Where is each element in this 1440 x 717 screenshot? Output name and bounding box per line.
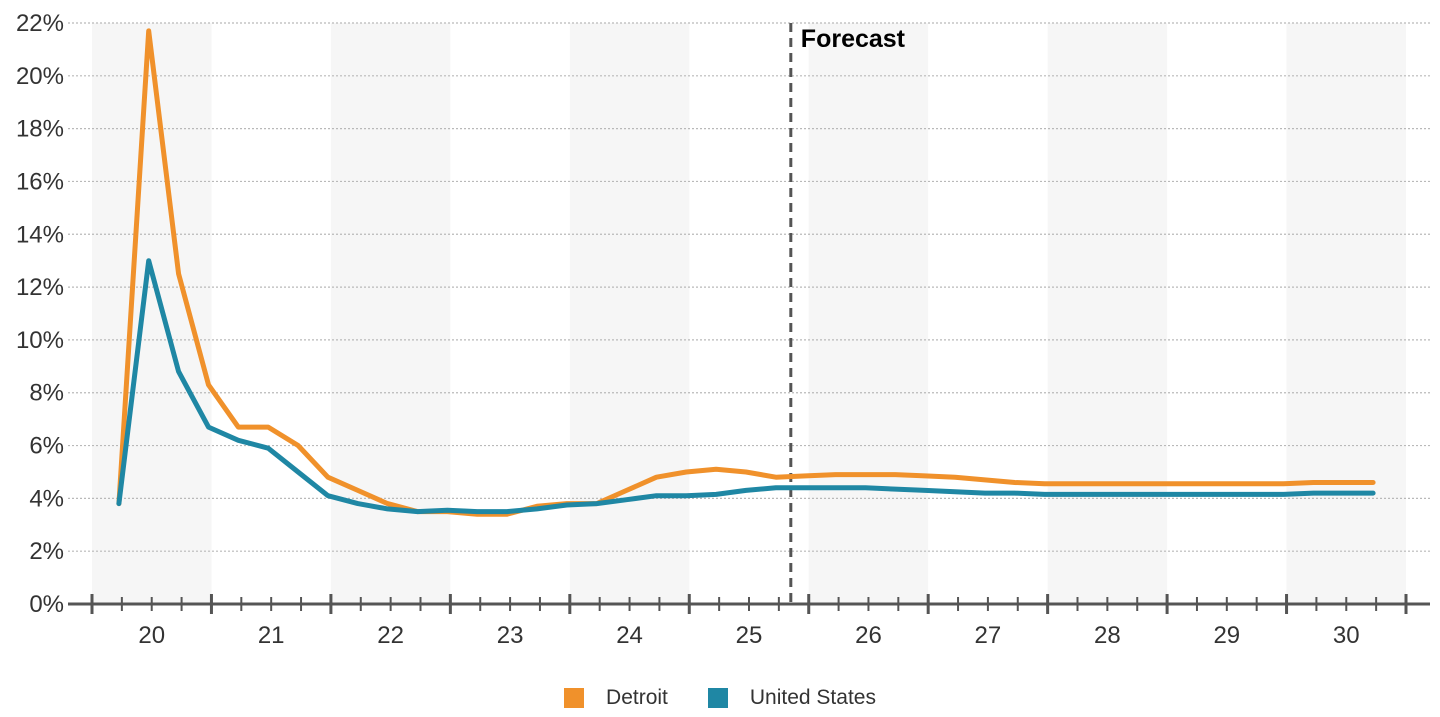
year-shading-bands (92, 23, 1406, 604)
year-band (808, 23, 929, 604)
x-tick-label: 27 (975, 622, 1002, 649)
y-tick-label: 10% (16, 327, 64, 354)
series-line-detroit (116, 28, 1376, 517)
year-band (92, 23, 212, 604)
y-axis-labels: 0% 2% 4% 6% 8% 10% 12% 14% 16% 18% 20% 22% (16, 10, 64, 618)
series-line-united-states (116, 258, 1376, 515)
y-tick-label: 8% (29, 380, 64, 407)
x-tick-label: 21 (258, 622, 285, 649)
y-tick-label: 6% (29, 433, 64, 460)
legend-item-united-states: United States (707, 686, 876, 710)
gridlines (68, 22, 1430, 552)
legend-label-united-states: United States (749, 686, 876, 709)
x-tick-label: 25 (736, 622, 763, 649)
y-tick-label: 20% (16, 63, 64, 90)
x-tick-label: 22 (377, 622, 404, 649)
line-chart: 0% 2% 4% 6% 8% 10% 12% 14% 16% 18% 20% 22% 20 21 22 23… (16, 10, 1430, 649)
x-tick-label: 30 (1333, 622, 1360, 649)
x-axis (68, 594, 1430, 614)
y-tick-label: 2% (29, 538, 64, 565)
legend-item-detroit: Detroit (564, 686, 668, 710)
x-tick-label: 20 (138, 622, 165, 649)
year-band (1286, 23, 1406, 604)
year-band (569, 23, 690, 604)
legend-label-detroit: Detroit (606, 686, 668, 709)
x-tick-label: 28 (1094, 622, 1121, 649)
y-tick-label: 0% (29, 591, 64, 618)
y-tick-label: 16% (16, 168, 64, 195)
x-tick-label: 26 (855, 622, 882, 649)
year-band (1047, 23, 1168, 604)
legend: Detroit United States (0, 686, 1440, 710)
x-tick-label: 29 (1213, 622, 1240, 649)
forecast-annotation: Forecast (801, 25, 906, 53)
legend-swatch-united-states (707, 688, 728, 708)
year-band (330, 23, 451, 604)
y-tick-label: 14% (16, 221, 64, 248)
y-tick-label: 18% (16, 116, 64, 143)
forecast-marker: Forecast (789, 23, 906, 604)
x-tick-label: 24 (616, 622, 643, 649)
x-axis-labels: 20 21 22 23 24 25 26 27 28 29 30 (138, 622, 1359, 649)
y-tick-label: 4% (29, 485, 64, 512)
data-series (116, 28, 1376, 517)
legend-swatch-detroit (564, 688, 585, 708)
x-tick-label: 23 (497, 622, 524, 649)
y-tick-label: 12% (16, 274, 64, 301)
y-tick-label: 22% (16, 10, 64, 37)
